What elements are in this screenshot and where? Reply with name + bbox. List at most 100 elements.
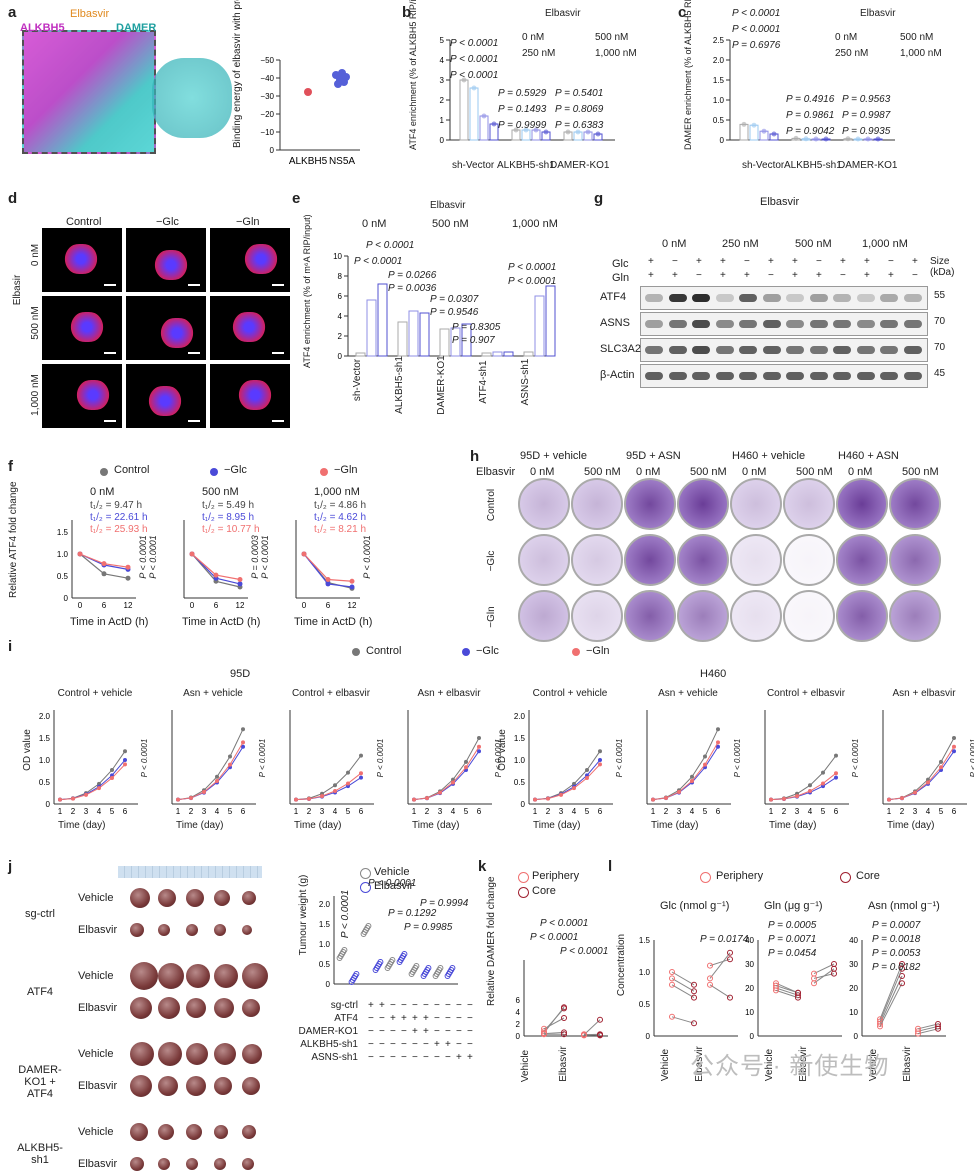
i-xlabel: Time (day): [769, 820, 817, 831]
tumour: [242, 1125, 256, 1139]
bar-dot: [575, 129, 581, 135]
bar-dot: [533, 127, 539, 133]
watermark: 公众号 · 新使生物: [690, 1053, 890, 1080]
gln-sign: +: [720, 270, 726, 281]
i-pvalue: P < 0.0001: [733, 738, 742, 778]
l-ytick-label: 1.5: [639, 936, 651, 945]
blot-band: [880, 320, 898, 328]
petri-dish: [677, 478, 729, 530]
i-xlabel: Time (day): [58, 820, 106, 831]
l-subplot-title: Glc (nmol g⁻¹): [660, 900, 730, 912]
l-pair-line: [775, 985, 799, 994]
f-xtick-label: 12: [236, 601, 245, 610]
i-xlabel: Time (day): [887, 820, 935, 831]
cell-blob: [232, 312, 266, 342]
i-curve: [888, 737, 955, 801]
k-pvalue: P < 0.0001: [540, 918, 589, 929]
panel-b-p2: P < 0.0001: [450, 70, 499, 81]
f-xtick-label: 6: [214, 601, 219, 610]
i-curve: [652, 728, 719, 801]
h-row-label: −Gln: [486, 606, 497, 628]
l-pair-line: [671, 977, 695, 992]
blot-band: [903, 294, 922, 302]
i-curve: [534, 764, 601, 801]
i-xtick-label: 5: [346, 807, 351, 816]
l-ytick-label: 10: [745, 1008, 754, 1017]
j-pvalue: P = 0.1292: [388, 908, 437, 919]
f-halflife: t₁/₂ = 4.62 h: [314, 512, 367, 523]
petri-dish: [889, 534, 941, 586]
panel-b-group-1: ALKBH5-sh1: [497, 160, 555, 171]
blot-band: [833, 346, 851, 354]
i-pvalue: P < 0.0001: [851, 738, 860, 778]
gln-sign: −: [912, 270, 918, 281]
tumour: [214, 924, 226, 936]
l-point: [811, 975, 817, 982]
j-treat-label: Elbasvir: [78, 1080, 118, 1092]
f-pvalue: P = 0.0003: [250, 535, 260, 579]
i-xtick-label: 6: [477, 807, 482, 816]
panel-e-ylabel: ATF4 enrichment (% of m⁶A RIP/input): [302, 214, 312, 368]
l-ytick-label: 30: [745, 960, 754, 969]
l-ytick-label: 0: [854, 1032, 859, 1041]
ytick-label: 2: [440, 96, 445, 105]
f-xtick-label: 0: [190, 601, 195, 610]
i-xtick-label: 3: [320, 807, 325, 816]
petri-dish: [677, 534, 729, 586]
e-bar: [534, 295, 545, 357]
gln-sign: +: [744, 270, 750, 281]
e-bar: [439, 328, 450, 357]
panel-c-group-1: ALKBH5-sh1: [784, 160, 842, 171]
petri-dish: [518, 534, 570, 586]
h-conc-label: Elbasvir: [476, 466, 516, 478]
bar-dot: [595, 131, 601, 137]
f-point: [125, 564, 131, 570]
l-pair-line: [813, 963, 835, 975]
j-row-label: DAMER-KO1 + ATF4: [18, 1064, 62, 1101]
panel-d-col-1: −Glc: [156, 216, 179, 228]
l-ytick-label: 0.5: [639, 1000, 651, 1009]
bar-dot: [875, 136, 881, 142]
ytick-label: 1.5: [713, 76, 725, 85]
gln-sign: +: [816, 270, 822, 281]
i-xlabel: Time (day): [176, 820, 224, 831]
blot-size-label: 70: [934, 316, 946, 327]
tumour: [186, 1076, 206, 1096]
l-point: [707, 981, 713, 988]
petri-dish: [889, 478, 941, 530]
h-group-title: H460 + ASN: [838, 450, 899, 462]
j-table-cell: −: [368, 1039, 374, 1050]
h-conc: 500 nM: [796, 466, 833, 478]
i-xtick-label: 4: [215, 807, 220, 816]
i-pvalue: P < 0.0001: [140, 738, 149, 778]
j-table-cell: −: [401, 1000, 407, 1011]
gln-sign: −: [840, 270, 846, 281]
j-table-cell: −: [412, 1052, 418, 1063]
panel-a-label: a: [8, 4, 17, 21]
panel-b-p1: P < 0.0001: [450, 54, 499, 65]
j-treat-label: Vehicle: [78, 970, 114, 982]
panel-d-col-0: Control: [66, 216, 102, 228]
i-subplot-title: Asn + vehicle: [658, 688, 718, 699]
bar-dot: [803, 136, 809, 142]
scale-bar: [104, 284, 116, 286]
j-table-cell: −: [379, 1052, 385, 1063]
l-point: [795, 989, 801, 996]
l-point: [899, 980, 905, 987]
l-point: [669, 1013, 675, 1020]
j-table-cell: −: [401, 1026, 407, 1037]
e-bar: [377, 283, 388, 357]
j-row-label: sg-ctrl: [25, 908, 55, 920]
i-xtick-label: 1: [412, 807, 417, 816]
j-scatter: 0 0.5 1.0 1.5 2.0: [319, 896, 458, 989]
panel-c-p7: P = 0.9987: [842, 110, 891, 121]
j-table-cell: −: [379, 1039, 385, 1050]
k-ylabel: Relative DAMER fold change: [486, 876, 497, 1006]
panel-e-p1: P < 0.0001: [354, 256, 403, 267]
h-group-title: 95D + vehicle: [520, 450, 587, 462]
l-point: [727, 956, 733, 963]
micrograph: [126, 228, 206, 292]
h-conc: 0 nM: [742, 466, 767, 478]
i-pvalue: P < 0.0001: [969, 738, 974, 778]
